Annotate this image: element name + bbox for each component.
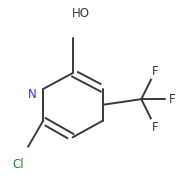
Text: HO: HO [72, 7, 90, 20]
Text: Cl: Cl [12, 158, 24, 171]
Text: F: F [152, 65, 159, 78]
Text: N: N [28, 88, 37, 101]
Text: F: F [169, 93, 176, 106]
Text: F: F [152, 121, 159, 134]
